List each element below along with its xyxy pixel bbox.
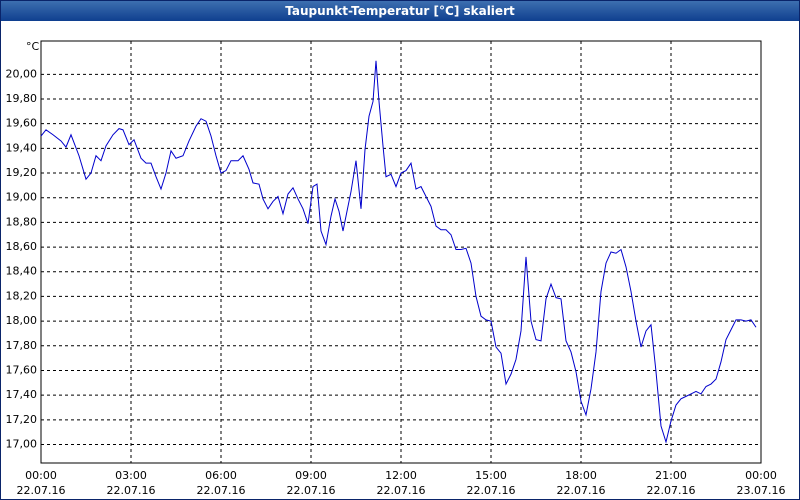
x-tick-label: 00:00: [25, 469, 57, 482]
y-tick-label: 19,60: [6, 117, 38, 130]
x-tick-date: 22.07.16: [17, 484, 66, 497]
title-bar: Taupunkt-Temperatur [°C] skaliert: [1, 1, 799, 21]
x-tick-date: 22.07.16: [197, 484, 246, 497]
x-tick-label: 12:00: [385, 469, 417, 482]
x-tick-label: 06:00: [205, 469, 237, 482]
y-tick-label: 18,60: [6, 240, 38, 253]
y-unit: °C: [26, 40, 40, 53]
x-tick-date: 22.07.16: [467, 484, 516, 497]
x-tick-date: 22.07.16: [107, 484, 156, 497]
y-tick-label: 19,80: [6, 92, 38, 105]
y-tick-label: 18,80: [6, 215, 38, 228]
y-tick-label: 18,20: [6, 289, 38, 302]
x-tick-date: 22.07.16: [647, 484, 696, 497]
x-tick-date: 23.07.16: [737, 484, 786, 497]
y-tick-label: 18,00: [6, 314, 38, 327]
y-tick-label: 19,00: [6, 191, 38, 204]
y-tick-label: 18,40: [6, 265, 38, 278]
y-tick-label: 19,40: [6, 141, 38, 154]
y-tick-label: 17,40: [6, 388, 38, 401]
x-tick-label: 03:00: [115, 469, 147, 482]
y-tick-label: 17,00: [6, 437, 38, 450]
x-tick-label: 15:00: [475, 469, 507, 482]
x-tick-date: 22.07.16: [287, 484, 336, 497]
x-tick-date: 22.07.16: [377, 484, 426, 497]
data-line: [40, 60, 757, 444]
y-tick-label: 17,20: [6, 413, 38, 426]
x-tick-label: 21:00: [655, 469, 687, 482]
y-tick-label: 20,00: [6, 67, 38, 80]
x-tick-label: 18:00: [565, 469, 597, 482]
y-tick-label: 17,80: [6, 339, 38, 352]
y-tick-label: 19,20: [6, 166, 38, 179]
x-tick-label: 09:00: [295, 469, 327, 482]
y-tick-label: 17,60: [6, 363, 38, 376]
x-tick-label: 00:00: [745, 469, 777, 482]
x-tick-date: 22.07.16: [557, 484, 606, 497]
